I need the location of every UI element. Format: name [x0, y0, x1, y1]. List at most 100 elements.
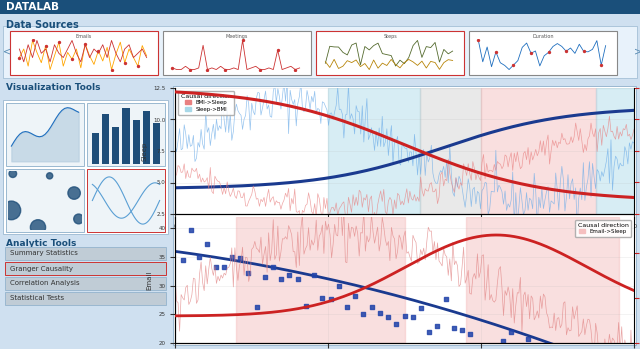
- Point: [219, 264, 229, 270]
- Point: [177, 258, 188, 263]
- Text: Data Sources: Data Sources: [6, 20, 79, 30]
- Text: Emails: Emails: [76, 34, 92, 39]
- Point: [202, 67, 212, 72]
- Bar: [152, 124, 159, 164]
- Bar: [92, 133, 99, 164]
- Point: [106, 67, 116, 72]
- Point: [40, 43, 51, 49]
- Text: Analytic Tools: Analytic Tools: [6, 239, 76, 248]
- Bar: [328, 88, 420, 214]
- Point: [383, 314, 393, 319]
- Point: [237, 38, 248, 43]
- Point: [325, 297, 335, 302]
- Point: [28, 38, 38, 43]
- Point: [473, 38, 483, 43]
- Bar: [5, 247, 166, 260]
- Legend: BMI->Sleep, Sleep->BMI: BMI->Sleep, Sleep->BMI: [178, 91, 234, 115]
- Point: [481, 347, 492, 349]
- Point: [273, 47, 283, 53]
- Point: [596, 62, 606, 68]
- Point: [74, 216, 84, 222]
- Point: [526, 51, 536, 56]
- Point: [243, 270, 253, 276]
- Point: [120, 60, 130, 66]
- Bar: [3, 26, 637, 78]
- Bar: [113, 127, 120, 164]
- Point: [268, 265, 278, 270]
- Point: [333, 283, 344, 289]
- Point: [309, 272, 319, 278]
- Bar: [163, 31, 311, 75]
- Point: [69, 190, 79, 196]
- Point: [440, 296, 451, 302]
- Text: DATALAB: DATALAB: [6, 2, 59, 12]
- Point: [367, 305, 377, 310]
- Point: [491, 49, 501, 55]
- Point: [424, 330, 435, 335]
- Bar: [420, 88, 481, 214]
- Point: [260, 275, 270, 280]
- Point: [498, 338, 508, 344]
- Point: [432, 324, 442, 329]
- Point: [185, 67, 195, 72]
- Point: [252, 304, 262, 310]
- Point: [227, 254, 237, 260]
- Point: [465, 331, 476, 336]
- Point: [342, 305, 352, 310]
- Bar: [5, 292, 166, 305]
- Point: [255, 67, 265, 72]
- Bar: [5, 262, 166, 275]
- Point: [350, 293, 360, 298]
- Point: [211, 264, 221, 269]
- Bar: [102, 114, 109, 164]
- Point: [523, 336, 533, 341]
- Point: [284, 272, 294, 277]
- Bar: [173, 86, 636, 345]
- Point: [80, 41, 90, 47]
- Point: [457, 327, 467, 333]
- Point: [186, 228, 196, 233]
- Bar: [6, 169, 84, 232]
- Point: [235, 255, 245, 260]
- Text: Steps: Steps: [383, 34, 397, 39]
- Point: [317, 295, 328, 301]
- Bar: [5, 277, 166, 290]
- Bar: [596, 88, 634, 214]
- Bar: [143, 111, 150, 164]
- Point: [358, 312, 369, 317]
- Point: [220, 67, 230, 72]
- Point: [45, 173, 55, 179]
- Bar: [3, 100, 168, 234]
- Bar: [236, 217, 404, 343]
- Point: [543, 50, 554, 55]
- Point: [391, 322, 401, 327]
- Point: [579, 49, 589, 54]
- Point: [399, 313, 410, 319]
- Point: [408, 314, 418, 319]
- Bar: [87, 103, 165, 166]
- Text: Statistical Tests: Statistical Tests: [10, 296, 64, 302]
- Point: [375, 310, 385, 315]
- Point: [292, 276, 303, 282]
- Text: Duration: Duration: [532, 34, 554, 39]
- Text: >: >: [634, 47, 640, 57]
- Point: [508, 62, 518, 68]
- Legend: Email->Sleep: Email->Sleep: [575, 220, 631, 237]
- Point: [290, 67, 300, 72]
- Point: [167, 65, 177, 71]
- Point: [8, 171, 18, 177]
- Point: [449, 325, 459, 331]
- Text: Summary Statistics: Summary Statistics: [10, 251, 78, 257]
- Point: [416, 305, 426, 311]
- Point: [14, 55, 24, 60]
- Bar: [466, 217, 619, 343]
- Point: [132, 63, 143, 69]
- Point: [54, 39, 64, 45]
- Point: [6, 208, 17, 213]
- Point: [276, 276, 286, 281]
- Text: <: <: [3, 47, 11, 57]
- Point: [67, 57, 77, 62]
- Bar: [87, 169, 165, 232]
- Point: [202, 241, 212, 247]
- Point: [506, 329, 516, 335]
